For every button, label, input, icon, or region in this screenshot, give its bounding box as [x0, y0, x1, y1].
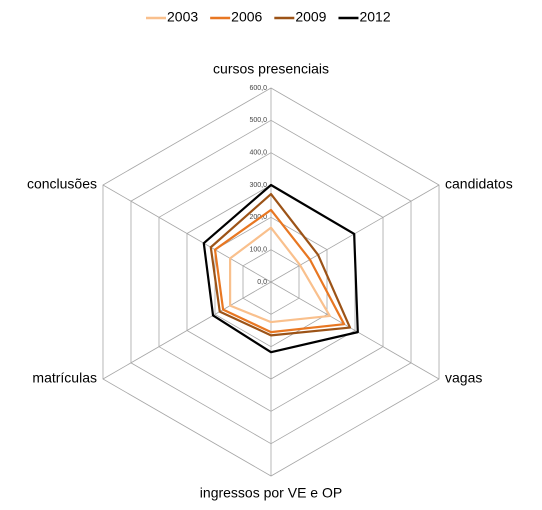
series-line	[229, 226, 331, 324]
legend-label: 2006	[231, 9, 262, 25]
category-label: vagas	[445, 370, 482, 386]
y-tick-label: 100,0	[249, 247, 267, 254]
legend-label: 2012	[359, 9, 390, 25]
y-tick-label: 600,0	[249, 85, 267, 92]
y-tick-label: 400,0	[249, 150, 267, 157]
spoke	[102, 184, 272, 283]
y-tick-label: 0,0	[257, 279, 267, 286]
category-label: conclusões	[27, 176, 97, 192]
legend-label: 2009	[295, 9, 326, 25]
legend-label: 2003	[167, 9, 198, 25]
series-line	[209, 192, 352, 337]
series-line	[213, 208, 346, 334]
category-label: cursos presenciais	[213, 61, 329, 77]
spoke	[270, 281, 440, 380]
series-line	[202, 183, 359, 354]
category-label: candidatos	[445, 176, 513, 192]
y-tick-label: 500,0	[249, 117, 267, 124]
y-tick-label: 300,0	[249, 182, 267, 189]
category-label: matrículas	[32, 370, 97, 386]
spoke	[102, 281, 272, 380]
category-label: ingressos por VE e OP	[200, 485, 342, 501]
